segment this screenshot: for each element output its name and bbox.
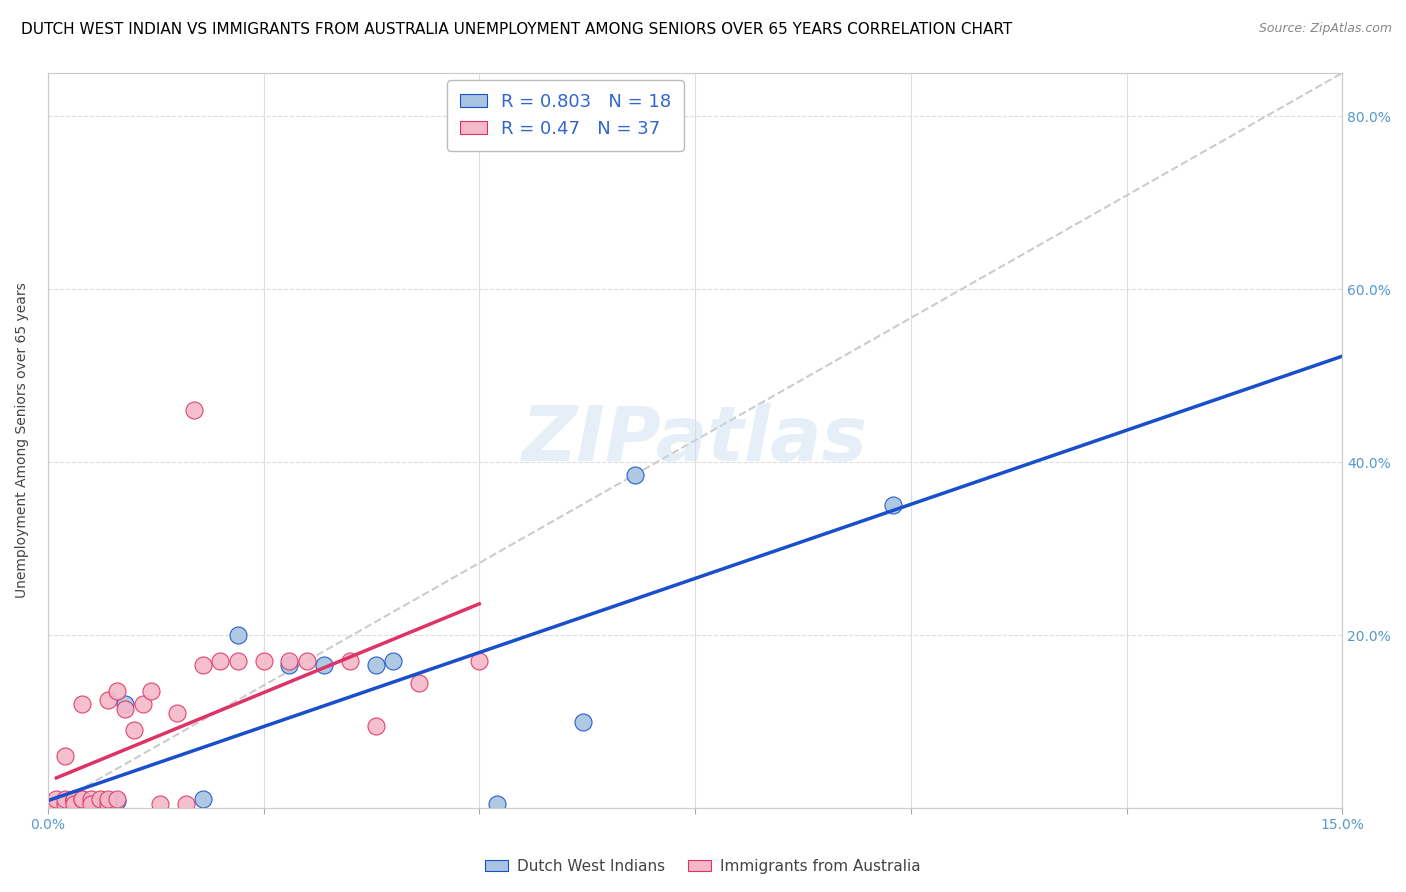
Point bbox=[364, 658, 387, 673]
Point bbox=[408, 675, 430, 690]
Point bbox=[62, 792, 84, 806]
Point bbox=[381, 654, 404, 668]
Point bbox=[62, 797, 84, 811]
Point bbox=[572, 714, 595, 729]
Point bbox=[209, 654, 232, 668]
Point bbox=[485, 797, 508, 811]
Text: DUTCH WEST INDIAN VS IMMIGRANTS FROM AUSTRALIA UNEMPLOYMENT AMONG SENIORS OVER 6: DUTCH WEST INDIAN VS IMMIGRANTS FROM AUS… bbox=[21, 22, 1012, 37]
Point bbox=[105, 684, 128, 698]
Point bbox=[45, 797, 67, 811]
Text: Source: ZipAtlas.com: Source: ZipAtlas.com bbox=[1258, 22, 1392, 36]
Point bbox=[623, 468, 645, 483]
Point bbox=[105, 792, 128, 806]
Point bbox=[62, 797, 84, 811]
Point bbox=[252, 654, 274, 668]
Point bbox=[141, 684, 163, 698]
Point bbox=[72, 792, 94, 806]
Point bbox=[105, 794, 128, 808]
Point bbox=[191, 792, 214, 806]
Point bbox=[364, 719, 387, 733]
Point bbox=[45, 792, 67, 806]
Point bbox=[278, 658, 301, 673]
Point bbox=[89, 794, 111, 808]
Point bbox=[166, 706, 188, 720]
Point bbox=[191, 658, 214, 673]
Point bbox=[72, 792, 94, 806]
Point bbox=[62, 792, 84, 806]
Point bbox=[62, 794, 84, 808]
Point bbox=[53, 792, 76, 806]
Point bbox=[312, 658, 335, 673]
Point bbox=[174, 797, 197, 811]
Point bbox=[114, 697, 136, 711]
Point bbox=[80, 792, 103, 806]
Point bbox=[882, 499, 904, 513]
Point bbox=[53, 749, 76, 764]
Point bbox=[149, 797, 172, 811]
Text: ZIPatlas: ZIPatlas bbox=[522, 403, 868, 477]
Legend: R = 0.803   N = 18, R = 0.47   N = 37: R = 0.803 N = 18, R = 0.47 N = 37 bbox=[447, 80, 685, 151]
Point bbox=[131, 697, 153, 711]
Point bbox=[45, 797, 67, 811]
Point bbox=[114, 701, 136, 715]
Legend: Dutch West Indians, Immigrants from Australia: Dutch West Indians, Immigrants from Aust… bbox=[479, 853, 927, 880]
Point bbox=[226, 654, 249, 668]
Point bbox=[72, 697, 94, 711]
Point bbox=[183, 403, 205, 417]
Point bbox=[80, 797, 103, 811]
Point bbox=[122, 723, 145, 738]
Point bbox=[89, 792, 111, 806]
Point bbox=[226, 628, 249, 642]
Point bbox=[468, 654, 491, 668]
Point bbox=[53, 797, 76, 811]
Point bbox=[53, 797, 76, 811]
Point bbox=[339, 654, 361, 668]
Point bbox=[97, 693, 120, 707]
Y-axis label: Unemployment Among Seniors over 65 years: Unemployment Among Seniors over 65 years bbox=[15, 283, 30, 599]
Point bbox=[72, 797, 94, 811]
Point bbox=[97, 792, 120, 806]
Point bbox=[278, 654, 301, 668]
Point bbox=[97, 794, 120, 808]
Point bbox=[97, 797, 120, 811]
Point bbox=[80, 797, 103, 811]
Point bbox=[295, 654, 318, 668]
